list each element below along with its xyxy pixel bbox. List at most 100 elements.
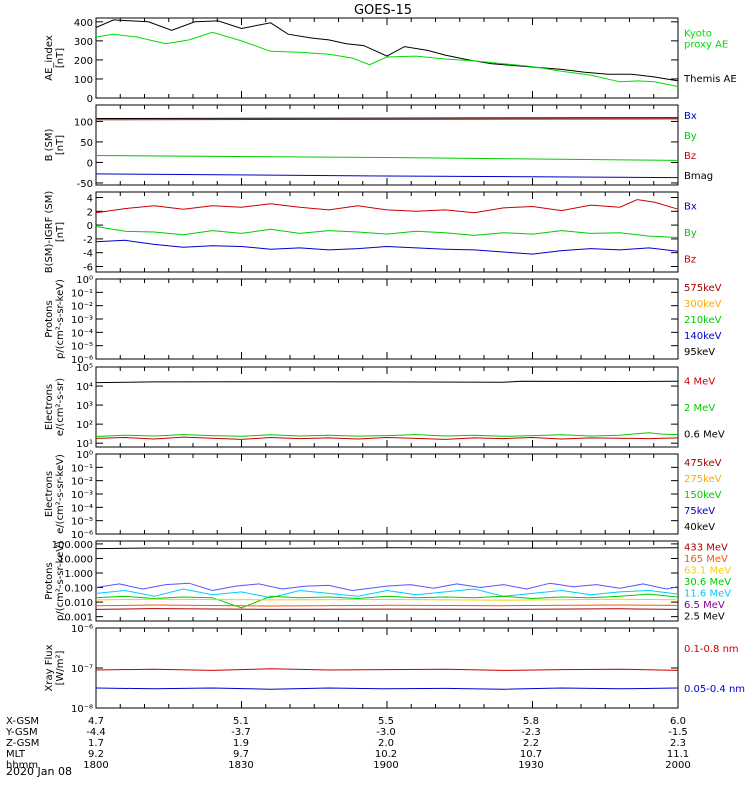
series-line-1 bbox=[95, 199, 679, 214]
y-tick-label: 50 bbox=[80, 138, 93, 149]
y-tick-label: 2 bbox=[87, 207, 93, 218]
y-axis-label: e/(cm²-s-sr) bbox=[55, 378, 66, 436]
legend-entry: By bbox=[684, 131, 697, 142]
time-axis-value: 1830 bbox=[228, 760, 253, 771]
legend-entry: 6.5 MeV bbox=[684, 600, 725, 611]
legend-entry: Bx bbox=[684, 111, 697, 122]
time-axis-value: 5.5 bbox=[378, 716, 394, 727]
time-axis-value: 11.1 bbox=[667, 749, 689, 760]
panel-7: 100.000 10.000 1.000 0.100 0.010 0.001 Protons… bbox=[44, 540, 731, 624]
legend-entry: 0.05-0.4 nm bbox=[684, 684, 745, 695]
y-axis-label: Protons bbox=[44, 562, 55, 599]
y-axis-label: Protons bbox=[44, 300, 55, 337]
legend-entry: Bz bbox=[684, 151, 696, 162]
legend-entry: 433 MeV bbox=[684, 543, 728, 554]
y-tick-label: 10⁻⁵ bbox=[71, 517, 93, 528]
legend-entry: 150keV bbox=[684, 490, 722, 501]
panel-frame bbox=[95, 191, 679, 273]
y-tick-label: 10⁻³ bbox=[71, 315, 93, 326]
panel-3: 4 2 0 -2 -4 -6 B(SM)-IGRF (SM) [nT] Bx By Bz bbox=[44, 191, 697, 274]
y-tick-label: 10⁰ bbox=[76, 275, 93, 286]
series-line-1 bbox=[95, 117, 679, 119]
y-tick-label: 10⁻² bbox=[71, 302, 93, 313]
legend-entry: By bbox=[684, 228, 697, 239]
time-axis-labels: 2020 Jan 08 X-GSM 4.7 5.1 5.5 5.8 6.0 Y-GSM -4.… bbox=[5, 716, 691, 778]
y-tick-label: 0.010 bbox=[64, 598, 93, 609]
y-tick-label: 10.000 bbox=[58, 554, 93, 565]
legend-entry: 300keV bbox=[684, 299, 722, 310]
time-axis-row-label: Z-GSM bbox=[6, 738, 39, 749]
y-tick-label: 10³ bbox=[76, 401, 93, 412]
series-line-3 bbox=[95, 239, 679, 255]
series-line-3 bbox=[95, 436, 679, 440]
series-line-1 bbox=[95, 19, 679, 82]
series-line-4 bbox=[95, 593, 679, 609]
series-line-3 bbox=[95, 155, 679, 161]
legend-entry: 30.6 MeV bbox=[684, 577, 731, 588]
y-tick-label: 10² bbox=[76, 420, 93, 431]
y-axis-label: p/(cm²-s-sr-keV) bbox=[55, 541, 66, 621]
series-line-3 bbox=[95, 588, 679, 599]
time-axis-row-label: MLT bbox=[6, 749, 26, 760]
legend-entry: 140keV bbox=[684, 331, 722, 342]
y-tick-label: 10⁻⁶ bbox=[71, 624, 93, 635]
y-tick-label: 0.100 bbox=[64, 584, 93, 595]
time-axis-value: 1.7 bbox=[88, 738, 104, 749]
y-tick-label: 10⁰ bbox=[76, 450, 93, 461]
y-tick-label: 0.001 bbox=[64, 613, 93, 624]
legend-entry: 475keV bbox=[684, 458, 722, 469]
y-axis-label: B (SM) bbox=[44, 128, 55, 161]
series-line-4 bbox=[95, 173, 679, 179]
y-axis-label: Electrons bbox=[44, 384, 55, 430]
y-tick-label: 100 bbox=[74, 75, 93, 86]
time-axis-value: 9.7 bbox=[233, 749, 249, 760]
y-tick-label: 10⁻⁸ bbox=[71, 704, 93, 715]
time-axis-value: 2000 bbox=[665, 760, 690, 771]
panel-4: 10⁰ 10⁻¹ 10⁻² 10⁻³ 10⁻⁴ 10⁻⁵ 10⁻⁶ Protons p/(cm²… bbox=[44, 275, 722, 366]
panel-frame bbox=[95, 278, 679, 360]
legend-entry: Bx bbox=[684, 201, 697, 212]
y-axis-label: [nT] bbox=[55, 135, 66, 155]
legend-entry: Bz bbox=[684, 255, 696, 266]
panel-5: 10⁵ 10⁴ 10³ 10² 10¹ Electrons e/(cm²-s-sr) 4 Me… bbox=[44, 363, 725, 450]
time-axis-value: 1900 bbox=[373, 760, 398, 771]
y-tick-label: 10⁻⁴ bbox=[71, 328, 93, 339]
legend-entry: Kyoto bbox=[684, 29, 712, 40]
y-tick-label: 10⁻⁴ bbox=[71, 503, 93, 514]
y-axis-label: B(SM)-IGRF (SM) bbox=[44, 191, 55, 274]
time-axis-value: 2.2 bbox=[523, 738, 539, 749]
time-axis-value: 2.3 bbox=[670, 738, 686, 749]
time-axis-value: 1.9 bbox=[233, 738, 249, 749]
y-tick-label: 4 bbox=[87, 194, 93, 205]
y-tick-label: 10⁻⁶ bbox=[71, 530, 93, 541]
time-axis-value: 10.2 bbox=[375, 749, 397, 760]
time-axis-value: -3.7 bbox=[231, 727, 251, 738]
series-line-2 bbox=[95, 687, 679, 690]
y-tick-label: -4 bbox=[83, 249, 93, 260]
legend-entry: Bmag bbox=[684, 171, 713, 182]
series-line-1 bbox=[95, 668, 679, 671]
legend-entry: 0.1-0.8 nm bbox=[684, 644, 739, 655]
time-axis-value: 5.1 bbox=[233, 716, 249, 727]
legend-entry: 75keV bbox=[684, 506, 715, 517]
legend-entry: 40keV bbox=[684, 522, 715, 533]
legend-entry: 575keV bbox=[684, 283, 722, 294]
y-axis-label: p/(cm²-s-sr-keV) bbox=[55, 279, 66, 359]
y-axis-label: e/(cm²-s-sr-keV) bbox=[55, 454, 66, 534]
legend-entry: Themis AE bbox=[683, 74, 737, 85]
time-axis-value: 10.7 bbox=[520, 749, 542, 760]
panel-6: 10⁰ 10⁻¹ 10⁻² 10⁻³ 10⁻⁴ 10⁻⁵ 10⁻⁶ Electrons e/(c… bbox=[44, 450, 722, 541]
y-tick-label: 0 bbox=[87, 221, 93, 232]
legend-entry: 275keV bbox=[684, 474, 722, 485]
y-tick-label: 100 bbox=[74, 117, 93, 128]
series-line-1 bbox=[95, 547, 679, 550]
panel-8: 10⁻⁶ 10⁻⁷ 10⁻⁸ Xray Flux [W/m²] 0.1-0.8 nm 0.0… bbox=[44, 624, 745, 715]
y-tick-label: 10⁻¹ bbox=[71, 463, 93, 474]
y-tick-label: 0 bbox=[87, 94, 93, 105]
time-axis-row-label: hhmm bbox=[6, 760, 38, 771]
y-tick-label: 10⁻⁶ bbox=[71, 355, 93, 366]
time-axis-value: 1930 bbox=[518, 760, 543, 771]
series-line-2 bbox=[95, 226, 679, 238]
